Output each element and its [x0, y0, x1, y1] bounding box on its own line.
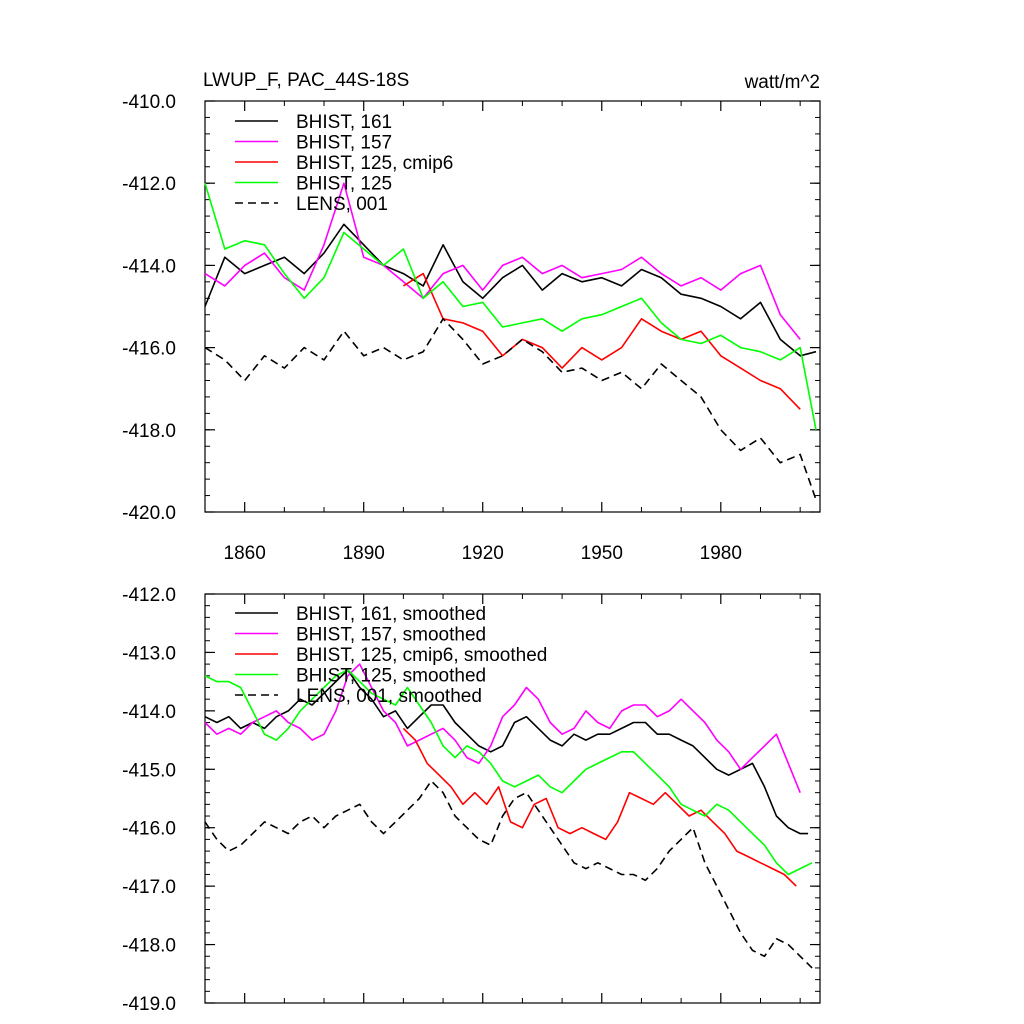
legend-label: BHIST, 161, smoothed — [296, 604, 486, 625]
legend-label: BHIST, 125, cmip6 — [296, 153, 453, 174]
legend-label: BHIST, 161 — [296, 112, 392, 133]
plot-frame — [204, 593, 821, 1004]
x-tick-label: 1860 — [224, 543, 266, 564]
legend-label: BHIST, 125 — [296, 174, 392, 195]
series-line — [204, 182, 817, 430]
series-line — [204, 669, 809, 835]
y-tick-label: -413.0 — [122, 643, 176, 664]
series-line — [204, 223, 817, 357]
y-tick-label: -410.0 — [122, 92, 176, 113]
y-tick-label: -416.0 — [122, 339, 176, 360]
x-tick-label: 1890 — [343, 543, 385, 564]
units-label: watt/m^2 — [744, 72, 820, 93]
legend-label: BHIST, 157, smoothed — [296, 625, 486, 646]
bottom-panel: -412.0 -413.0 -414.0 -415.0 -416.0 -417.0 -418… — [122, 585, 821, 1015]
series-line — [204, 669, 813, 876]
legend-label: LENS, 001 — [296, 194, 388, 215]
legend-label: LENS, 001, smoothed — [296, 686, 482, 707]
x-tick-label: 1980 — [700, 543, 742, 564]
y-tick-label: -420.0 — [122, 503, 176, 524]
legend-label: BHIST, 157 — [296, 133, 392, 154]
y-tick-label: -417.0 — [122, 877, 176, 898]
y-tick-label: -418.0 — [122, 936, 176, 957]
y-tick-label: -415.0 — [122, 760, 176, 781]
series-line — [204, 318, 817, 500]
series-line — [204, 780, 813, 969]
y-tick-label: -412.0 — [122, 174, 176, 195]
y-tick-label: -416.0 — [122, 819, 176, 840]
y-tick-label: -414.0 — [122, 702, 176, 723]
y-tick-label: -418.0 — [122, 421, 176, 442]
series-line — [204, 182, 801, 340]
chart-title: LWUP_F, PAC_44S-18S — [203, 70, 409, 91]
y-tick-label: -412.0 — [122, 585, 176, 606]
series-line — [402, 272, 801, 410]
x-tick-label: 1950 — [581, 543, 623, 564]
series-line — [402, 727, 797, 887]
top-panel: -410.0 -412.0 -414.0 -416.0 -418.0 -420.0 1860… — [122, 92, 821, 564]
x-tick-label: 1920 — [462, 543, 504, 564]
y-tick-label: -414.0 — [122, 256, 176, 277]
legend-label: BHIST, 125, cmip6, smoothed — [296, 645, 547, 666]
legend-label: BHIST, 125, smoothed — [296, 666, 486, 687]
y-tick-label: -419.0 — [122, 994, 176, 1015]
series-line — [204, 663, 801, 794]
